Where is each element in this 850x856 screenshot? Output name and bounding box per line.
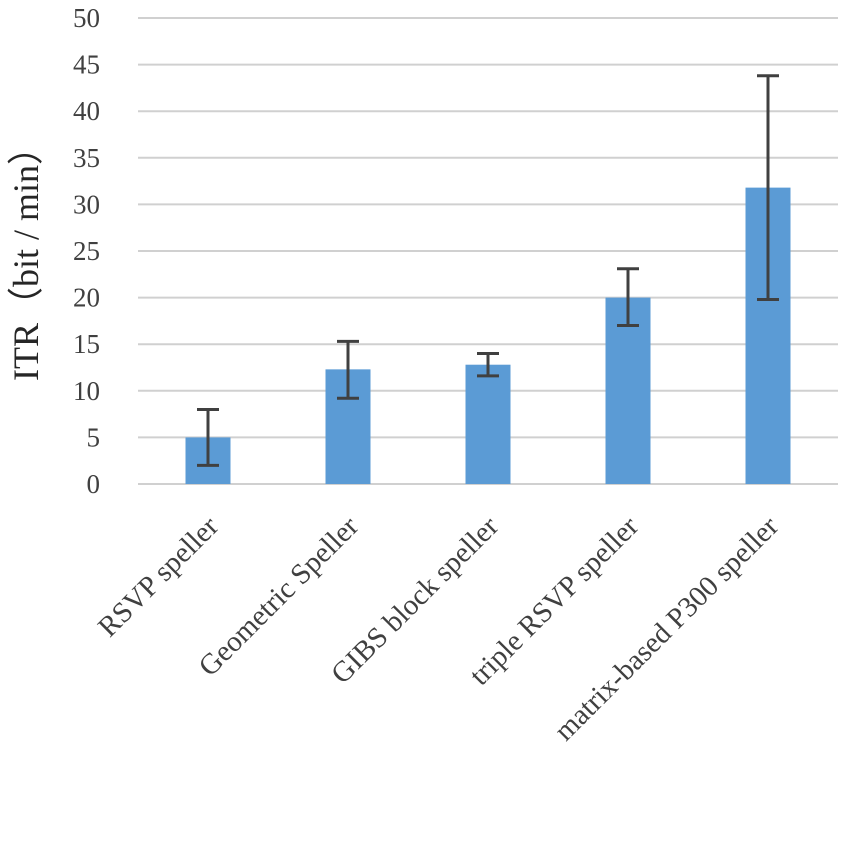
y-tick-label: 45	[73, 50, 100, 80]
y-tick-label: 10	[73, 376, 100, 406]
y-tick-label: 5	[87, 422, 101, 452]
x-category-label: matrix-based P300 speller	[548, 510, 785, 747]
y-tick-label: 30	[73, 189, 100, 219]
y-tick-label: 50	[73, 3, 100, 33]
bars	[185, 187, 791, 484]
bar	[605, 297, 651, 484]
y-tick-label: 20	[73, 283, 100, 313]
y-tick-label: 40	[73, 96, 100, 126]
error-bar	[197, 407, 219, 467]
bar	[465, 364, 511, 484]
y-tick-label: 15	[73, 329, 100, 359]
error-bars	[197, 74, 779, 467]
y-tick-label: 35	[73, 143, 100, 173]
y-axis-ticks: 0 5 10 15 20 25 30 35 40 45 50	[73, 3, 100, 499]
error-bar	[617, 267, 639, 328]
y-tick-label: 25	[73, 236, 100, 266]
y-tick-label: 0	[87, 469, 101, 499]
gridlines	[138, 17, 838, 485]
y-axis-title: ITR（bit / min）	[6, 129, 46, 381]
error-bar	[337, 339, 359, 400]
error-bar	[757, 74, 779, 301]
x-category-label: RSVP speller	[92, 510, 225, 643]
error-bar	[477, 352, 499, 378]
